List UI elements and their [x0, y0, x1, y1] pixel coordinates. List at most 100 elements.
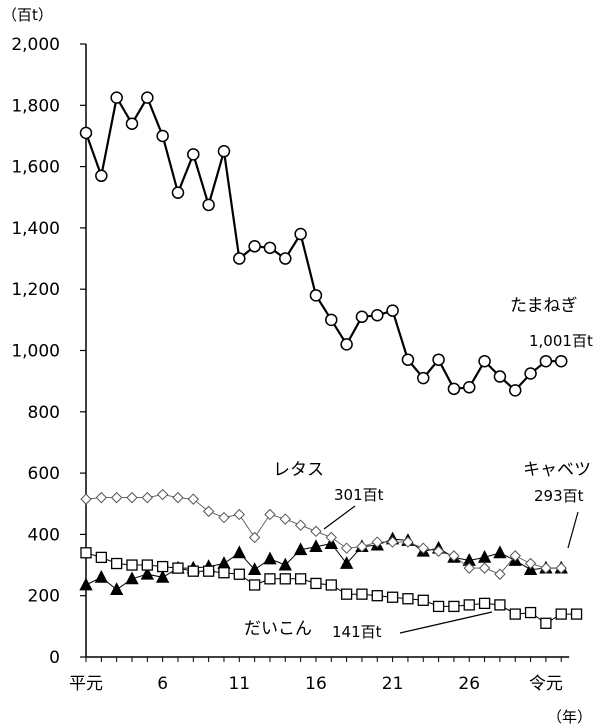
data-point-diamond [187, 493, 200, 505]
data-point-circle [478, 354, 491, 368]
y-tick-label: 1,800 [11, 96, 60, 116]
data-point-square [540, 617, 552, 629]
leader-line-lettuce [323, 505, 356, 530]
data-point-square [555, 608, 567, 620]
data-point-triangle [493, 545, 507, 559]
data-point-square [279, 573, 291, 585]
data-point-diamond [279, 513, 291, 525]
data-point-square [402, 593, 414, 605]
data-point-circle [79, 126, 93, 140]
y-tick-label: 1,200 [11, 280, 60, 300]
data-point-square [294, 573, 307, 585]
data-point-diamond [233, 508, 246, 521]
series-circle [79, 91, 568, 397]
data-point-diamond [448, 550, 460, 562]
data-point-circle [171, 186, 185, 199]
x-tick-label: 6 [157, 674, 168, 694]
data-point-square [432, 600, 445, 613]
data-point-circle [554, 354, 568, 368]
data-point-circle [386, 304, 399, 317]
data-point-triangle [79, 577, 93, 591]
data-point-square [478, 597, 491, 610]
series-label-cabbage: キャベツ [523, 460, 591, 480]
series-label-radish: だいこん [244, 619, 312, 639]
data-point-triangle [155, 569, 170, 583]
data-point-square [218, 567, 230, 579]
data-point-diamond [126, 491, 138, 504]
data-point-circle [463, 381, 476, 394]
data-point-diamond [141, 491, 154, 504]
data-point-circle [340, 338, 353, 351]
y-tick-label: 400 [28, 525, 60, 545]
data-point-diamond [555, 562, 567, 574]
data-point-diamond [218, 511, 230, 524]
data-point-circle [371, 309, 384, 322]
data-point-triangle [247, 562, 262, 576]
data-point-circle [187, 148, 200, 161]
series-diamond [80, 488, 567, 580]
data-point-diamond [248, 531, 261, 544]
data-point-circle [156, 129, 169, 143]
data-point-diamond [524, 557, 537, 570]
data-point-square [248, 579, 261, 591]
data-point-square [156, 560, 169, 573]
data-point-circle [355, 310, 369, 324]
data-point-diamond [463, 562, 475, 574]
data-point-diamond [371, 536, 383, 548]
data-point-diamond [540, 562, 552, 574]
data-point-circle [141, 91, 154, 104]
data-point-diamond [264, 508, 276, 521]
data-point-circle [263, 241, 277, 255]
data-point-circle [95, 169, 108, 183]
data-point-diamond [356, 540, 368, 553]
x-tick-label: 令元 [529, 674, 563, 694]
data-point-triangle [217, 556, 231, 569]
data-point-triangle [263, 551, 277, 565]
y-tick-label: 200 [28, 587, 60, 607]
data-point-square [386, 591, 399, 603]
data-point-diamond [478, 562, 491, 574]
y-tick-label: 1,600 [11, 158, 60, 178]
y-tick-label: 600 [28, 464, 60, 484]
data-point-circle [279, 252, 292, 265]
data-point-triangle [309, 539, 323, 553]
data-point-circle [110, 91, 123, 104]
data-point-diamond [325, 531, 337, 544]
series-line [84, 94, 562, 392]
data-point-square [264, 573, 276, 585]
data-point-circle [248, 240, 261, 253]
data-point-diamond [509, 550, 521, 562]
x-unit-label: （年） [547, 708, 592, 725]
data-point-square [233, 568, 245, 580]
data-point-diamond [156, 488, 169, 501]
data-point-circle [447, 382, 461, 396]
data-point-square [356, 588, 368, 600]
data-point-circle [309, 289, 323, 302]
data-point-square [463, 599, 475, 611]
data-point-square [509, 608, 521, 620]
y-tick-label: 1,000 [11, 342, 60, 362]
data-point-triangle [278, 557, 292, 571]
data-point-circle [417, 371, 430, 385]
data-point-diamond [294, 519, 307, 531]
data-point-circle [294, 227, 307, 241]
x-tick-label: 26 [458, 674, 480, 694]
value-label-cabbage: 293百t [534, 487, 584, 505]
data-point-square [340, 588, 353, 600]
data-point-triangle [110, 582, 124, 595]
value-label-radish: 141百t [332, 623, 382, 641]
data-point-square [524, 606, 537, 619]
data-point-diamond [80, 493, 92, 505]
data-point-circle [202, 198, 215, 212]
data-point-square [141, 559, 153, 571]
y-tick-label: 1,400 [11, 219, 60, 239]
leader-line-cabbage [567, 511, 579, 549]
data-point-triangle [232, 545, 246, 559]
data-point-square [111, 557, 123, 570]
data-point-square [448, 600, 460, 613]
series-triangle [79, 531, 568, 595]
value-label-lettuce: 301百t [334, 486, 384, 504]
data-point-triangle [94, 569, 108, 583]
data-point-circle [233, 252, 246, 265]
data-point-circle [125, 117, 139, 130]
